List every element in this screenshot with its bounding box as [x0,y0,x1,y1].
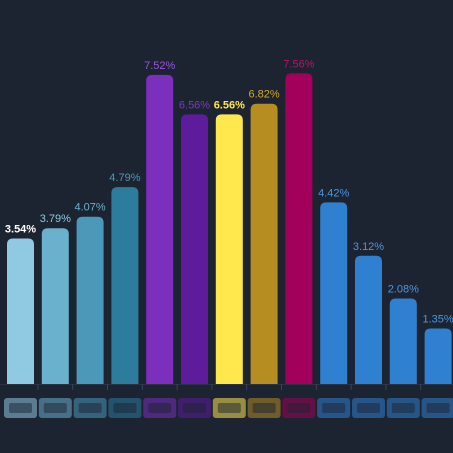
bar [285,73,313,384]
category-icon-detail [426,403,450,413]
category-icon-detail [148,403,172,413]
category-icon-detail [217,403,241,413]
category-icon-detail [78,403,102,413]
value-label: 4.79% [109,172,140,184]
bar [7,238,34,384]
bar [250,103,278,384]
bar [320,202,348,384]
value-label: 3.79% [40,213,71,225]
value-label: 2.08% [388,284,419,296]
value-label: 6.56% [179,99,210,111]
value-label: 3.12% [353,241,384,253]
bar [146,74,174,384]
value-label: 7.56% [283,58,314,70]
category-icon-detail [287,403,311,413]
bar [215,114,243,384]
value-label: 1.35% [422,314,453,326]
value-label: 6.82% [248,89,279,101]
bar [111,187,139,384]
category-icon-detail [43,403,67,413]
category-icon-detail [357,403,380,413]
bar [181,114,208,384]
bar [76,216,104,384]
bar [355,255,382,384]
category-icon-detail [183,403,206,413]
category-icon-detail [252,403,276,413]
value-label: 7.52% [144,60,175,72]
value-label: 3.54% [5,224,36,236]
bar [389,298,417,384]
bar [424,328,452,384]
value-label: 4.07% [74,202,105,214]
value-label: 6.56% [214,99,245,111]
category-icon-detail [391,403,415,413]
bar [41,228,69,384]
category-icon-detail [113,403,137,413]
category-icon-detail [322,403,346,413]
value-label: 4.42% [318,187,349,199]
category-icon-detail [9,403,32,413]
